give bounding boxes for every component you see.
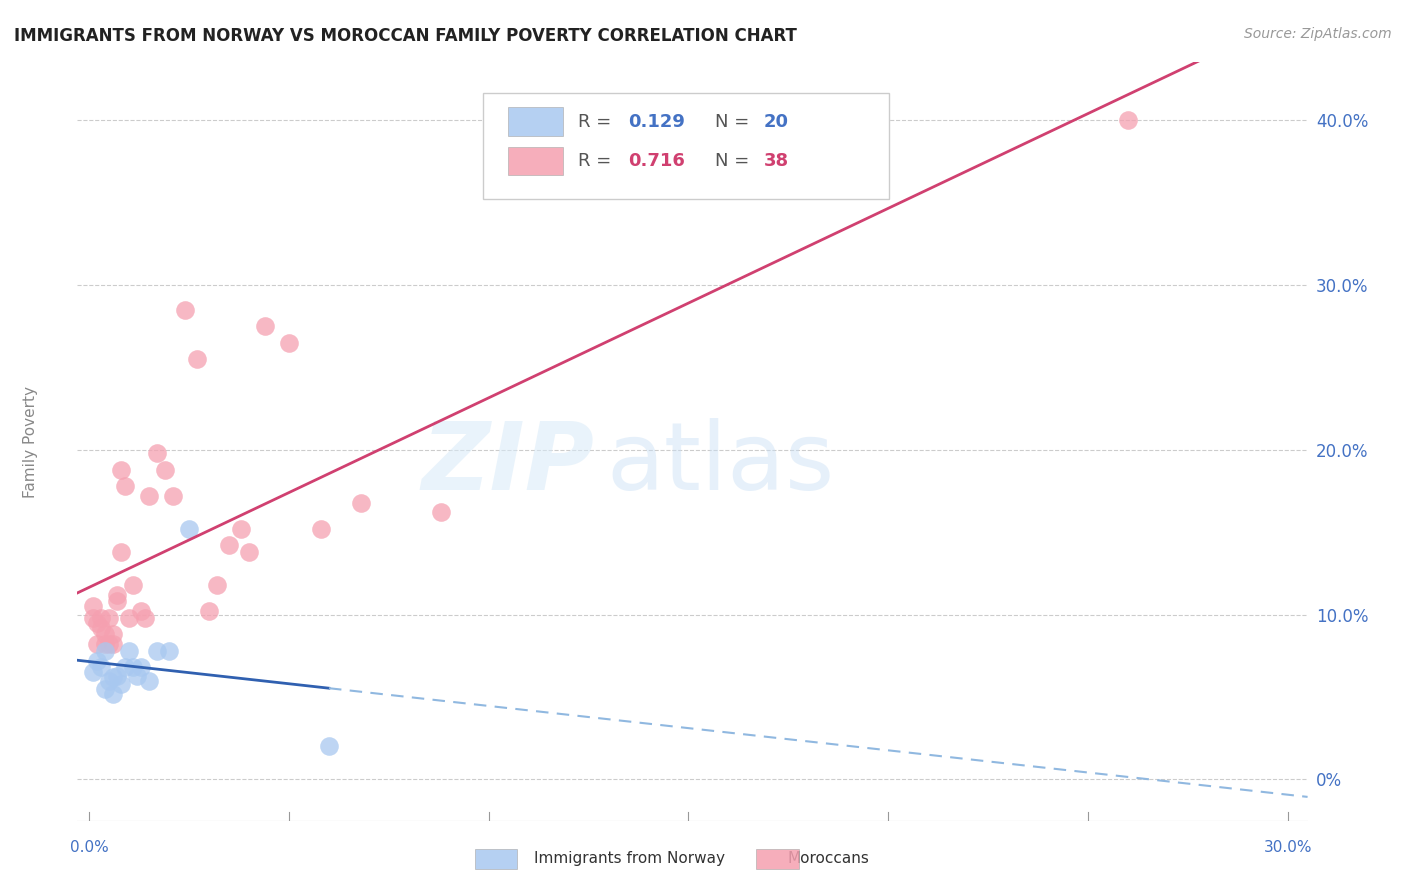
Point bbox=[98, 611, 121, 625]
Point bbox=[103, 687, 125, 701]
Text: 20: 20 bbox=[763, 112, 789, 130]
FancyBboxPatch shape bbox=[756, 849, 799, 869]
FancyBboxPatch shape bbox=[475, 849, 517, 869]
Text: Family Poverty: Family Poverty bbox=[22, 385, 38, 498]
Text: 0.0%: 0.0% bbox=[70, 840, 108, 855]
Point bbox=[82, 611, 104, 625]
Point bbox=[127, 668, 149, 682]
Point bbox=[110, 462, 132, 476]
Point bbox=[86, 654, 108, 668]
Text: 38: 38 bbox=[763, 152, 789, 170]
Point bbox=[134, 611, 156, 625]
Text: N =: N = bbox=[714, 112, 755, 130]
Point bbox=[318, 739, 340, 754]
Point bbox=[129, 604, 152, 618]
Point bbox=[90, 611, 112, 625]
Point bbox=[122, 578, 145, 592]
Text: R =: R = bbox=[578, 152, 617, 170]
Point bbox=[179, 522, 201, 536]
Point bbox=[110, 677, 132, 691]
Point bbox=[103, 627, 125, 641]
Text: atlas: atlas bbox=[606, 418, 835, 510]
Point bbox=[94, 637, 117, 651]
Point bbox=[146, 644, 169, 658]
Text: 0.129: 0.129 bbox=[628, 112, 685, 130]
Point bbox=[114, 479, 136, 493]
Text: Immigrants from Norway: Immigrants from Norway bbox=[534, 851, 725, 865]
Point bbox=[103, 670, 125, 684]
Point bbox=[146, 446, 169, 460]
Point bbox=[94, 644, 117, 658]
Point bbox=[86, 615, 108, 630]
FancyBboxPatch shape bbox=[508, 146, 564, 176]
Point bbox=[430, 505, 453, 519]
Point bbox=[105, 594, 128, 608]
Point bbox=[155, 462, 177, 476]
FancyBboxPatch shape bbox=[508, 107, 564, 136]
Point bbox=[205, 578, 228, 592]
Point bbox=[186, 352, 208, 367]
Text: Moroccans: Moroccans bbox=[787, 851, 869, 865]
Point bbox=[157, 644, 180, 658]
Point bbox=[98, 637, 121, 651]
Text: ZIP: ZIP bbox=[422, 418, 595, 510]
Point bbox=[1116, 113, 1139, 128]
Point bbox=[309, 522, 332, 536]
Point bbox=[350, 495, 373, 509]
Point bbox=[229, 522, 252, 536]
Point bbox=[114, 660, 136, 674]
Point bbox=[103, 637, 125, 651]
Point bbox=[138, 489, 160, 503]
Point bbox=[98, 673, 121, 688]
Text: 0.716: 0.716 bbox=[628, 152, 685, 170]
Text: N =: N = bbox=[714, 152, 755, 170]
Point bbox=[162, 489, 184, 503]
Text: 30.0%: 30.0% bbox=[1264, 840, 1312, 855]
Point bbox=[90, 660, 112, 674]
Point bbox=[105, 588, 128, 602]
Point bbox=[122, 660, 145, 674]
Point bbox=[118, 644, 141, 658]
Point bbox=[90, 621, 112, 635]
Text: Source: ZipAtlas.com: Source: ZipAtlas.com bbox=[1244, 27, 1392, 41]
Point bbox=[94, 627, 117, 641]
Point bbox=[82, 599, 104, 614]
Point bbox=[94, 681, 117, 696]
Point bbox=[129, 660, 152, 674]
Point bbox=[238, 545, 260, 559]
Point bbox=[254, 319, 277, 334]
Text: IMMIGRANTS FROM NORWAY VS MOROCCAN FAMILY POVERTY CORRELATION CHART: IMMIGRANTS FROM NORWAY VS MOROCCAN FAMIL… bbox=[14, 27, 797, 45]
Text: R =: R = bbox=[578, 112, 617, 130]
Point bbox=[138, 673, 160, 688]
Point bbox=[118, 611, 141, 625]
FancyBboxPatch shape bbox=[484, 93, 890, 199]
Point bbox=[110, 545, 132, 559]
Point bbox=[218, 538, 240, 552]
Point bbox=[86, 637, 108, 651]
Point bbox=[198, 604, 221, 618]
Point bbox=[82, 665, 104, 680]
Point bbox=[174, 302, 197, 317]
Point bbox=[278, 335, 301, 350]
Point bbox=[105, 668, 128, 682]
